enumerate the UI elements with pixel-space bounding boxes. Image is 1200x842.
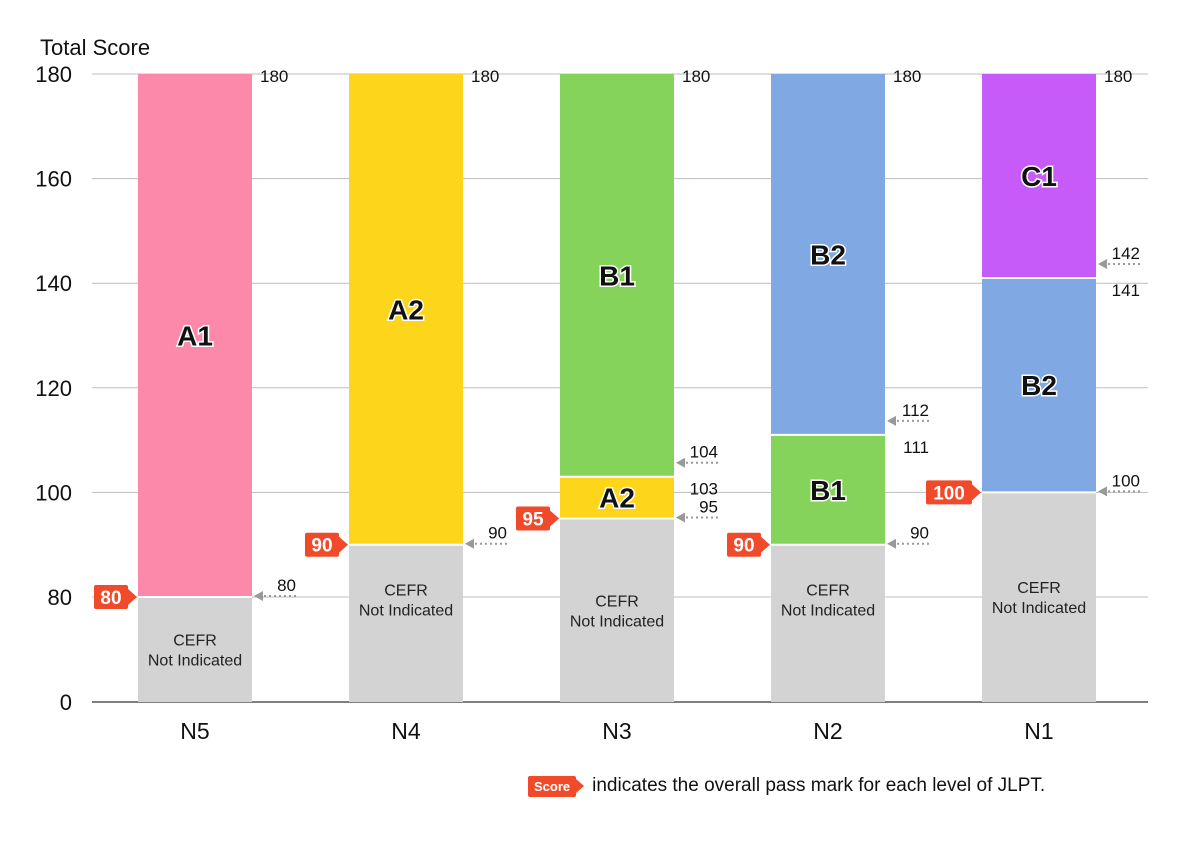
pass-mark-tag xyxy=(516,506,550,531)
pass-mark-tag-arrow xyxy=(128,589,137,605)
pass-mark-tag xyxy=(94,585,128,609)
marker-arrow xyxy=(676,457,685,468)
marker-value: 112 xyxy=(902,401,929,420)
marker-arrow xyxy=(676,512,685,523)
bar-segment-n5 xyxy=(138,597,252,702)
footnote: Score indicates the overall pass mark fo… xyxy=(528,772,1045,800)
pass-mark-tag xyxy=(727,532,761,557)
marker-value: 95 xyxy=(699,498,718,517)
x-tick-label: N5 xyxy=(180,718,209,744)
bar-segment-n5 xyxy=(138,74,252,597)
y-tick-label: 120 xyxy=(35,376,72,401)
cefr-level-label: B2 xyxy=(1021,370,1057,401)
cefr-not-indicated-label: Not Indicated xyxy=(570,613,664,630)
pass-mark-value: 100 xyxy=(933,483,965,504)
cefr-level-label: B2 xyxy=(810,239,846,270)
marker-value: 141 xyxy=(1112,281,1140,300)
bar-segment-n3 xyxy=(560,518,674,702)
bar-segment-n3 xyxy=(560,74,674,477)
max-score-label: 180 xyxy=(893,67,921,86)
x-tick-label: N3 xyxy=(602,718,631,744)
pass-mark-tag-arrow xyxy=(972,484,981,501)
bar-segment-n1 xyxy=(982,492,1096,702)
x-tick-label: N4 xyxy=(391,718,421,744)
marker-value: 100 xyxy=(1112,471,1140,490)
y-tick-label: 160 xyxy=(35,167,72,192)
marker-arrow xyxy=(887,538,896,549)
y-tick-label: 100 xyxy=(35,480,72,505)
footnote-text: indicates the overall pass mark for each… xyxy=(592,775,1046,796)
max-score-label: 180 xyxy=(260,67,288,86)
max-score-label: 180 xyxy=(682,67,710,86)
cefr-not-indicated-label: Not Indicated xyxy=(992,600,1086,617)
pass-mark-tag-arrow xyxy=(761,536,770,553)
pass-mark-tag xyxy=(305,532,339,557)
y-tick-label: 180 xyxy=(35,62,72,87)
marker-value: 90 xyxy=(910,524,929,543)
cefr-level-label: A2 xyxy=(599,483,635,514)
pass-mark-tag-arrow xyxy=(339,536,348,553)
marker-arrow xyxy=(1098,486,1107,497)
max-score-label: 180 xyxy=(471,67,499,86)
marker-arrow xyxy=(1098,258,1107,269)
cefr-level-label: C1 xyxy=(1021,161,1057,192)
x-tick-label: N1 xyxy=(1024,718,1053,744)
bar-segment-n2 xyxy=(771,74,885,435)
marker-value: 80 xyxy=(277,576,296,595)
x-tick-label: N2 xyxy=(813,718,842,744)
marker-value: 111 xyxy=(903,438,929,457)
y-axis-title: Total Score xyxy=(40,35,150,60)
pass-mark-value: 80 xyxy=(100,588,121,609)
cefr-not-indicated-label: CEFR xyxy=(1017,580,1061,597)
y-tick-label: 80 xyxy=(48,585,72,610)
marker-arrow xyxy=(465,538,474,549)
marker-arrow xyxy=(887,415,896,426)
marker-value: 142 xyxy=(1112,244,1140,263)
cefr-level-label: B1 xyxy=(599,260,635,291)
cefr-not-indicated-label: Not Indicated xyxy=(359,603,453,620)
cefr-not-indicated-label: Not Indicated xyxy=(148,653,242,670)
pass-mark-value: 90 xyxy=(733,536,754,557)
pass-mark-legend-tag: Score xyxy=(528,775,585,797)
marker-arrow xyxy=(254,591,263,601)
pass-mark-tag-arrow xyxy=(550,510,559,527)
y-tick-label: 140 xyxy=(35,271,72,296)
cefr-level-label: A1 xyxy=(177,321,213,352)
bar-segment-n4 xyxy=(349,544,463,702)
max-score-label: 180 xyxy=(1104,67,1132,86)
cefr-level-label: B1 xyxy=(810,475,846,506)
bar-segment-n1 xyxy=(982,277,1096,493)
cefr-not-indicated-label: Not Indicated xyxy=(781,603,875,620)
bar-segment-n4 xyxy=(349,74,463,545)
bar-segment-n2 xyxy=(771,544,885,702)
bar-segment-n1 xyxy=(982,74,1096,278)
bar-segment-n2 xyxy=(771,434,885,545)
y-tick-label: 0 xyxy=(60,690,72,715)
pass-mark-tag xyxy=(926,480,972,505)
pass-mark-value: 95 xyxy=(522,510,544,531)
cefr-level-label: A2 xyxy=(388,294,424,325)
cefr-not-indicated-label: CEFR xyxy=(595,593,639,610)
cefr-not-indicated-label: CEFR xyxy=(806,583,850,600)
bar-segment-n3 xyxy=(560,476,674,519)
cefr-not-indicated-label: CEFR xyxy=(173,633,217,650)
pass-mark-value: 90 xyxy=(311,536,332,557)
marker-value: 104 xyxy=(690,443,718,462)
marker-value: 103 xyxy=(690,480,718,499)
cefr-not-indicated-label: CEFR xyxy=(384,583,428,600)
marker-value: 90 xyxy=(488,524,507,543)
